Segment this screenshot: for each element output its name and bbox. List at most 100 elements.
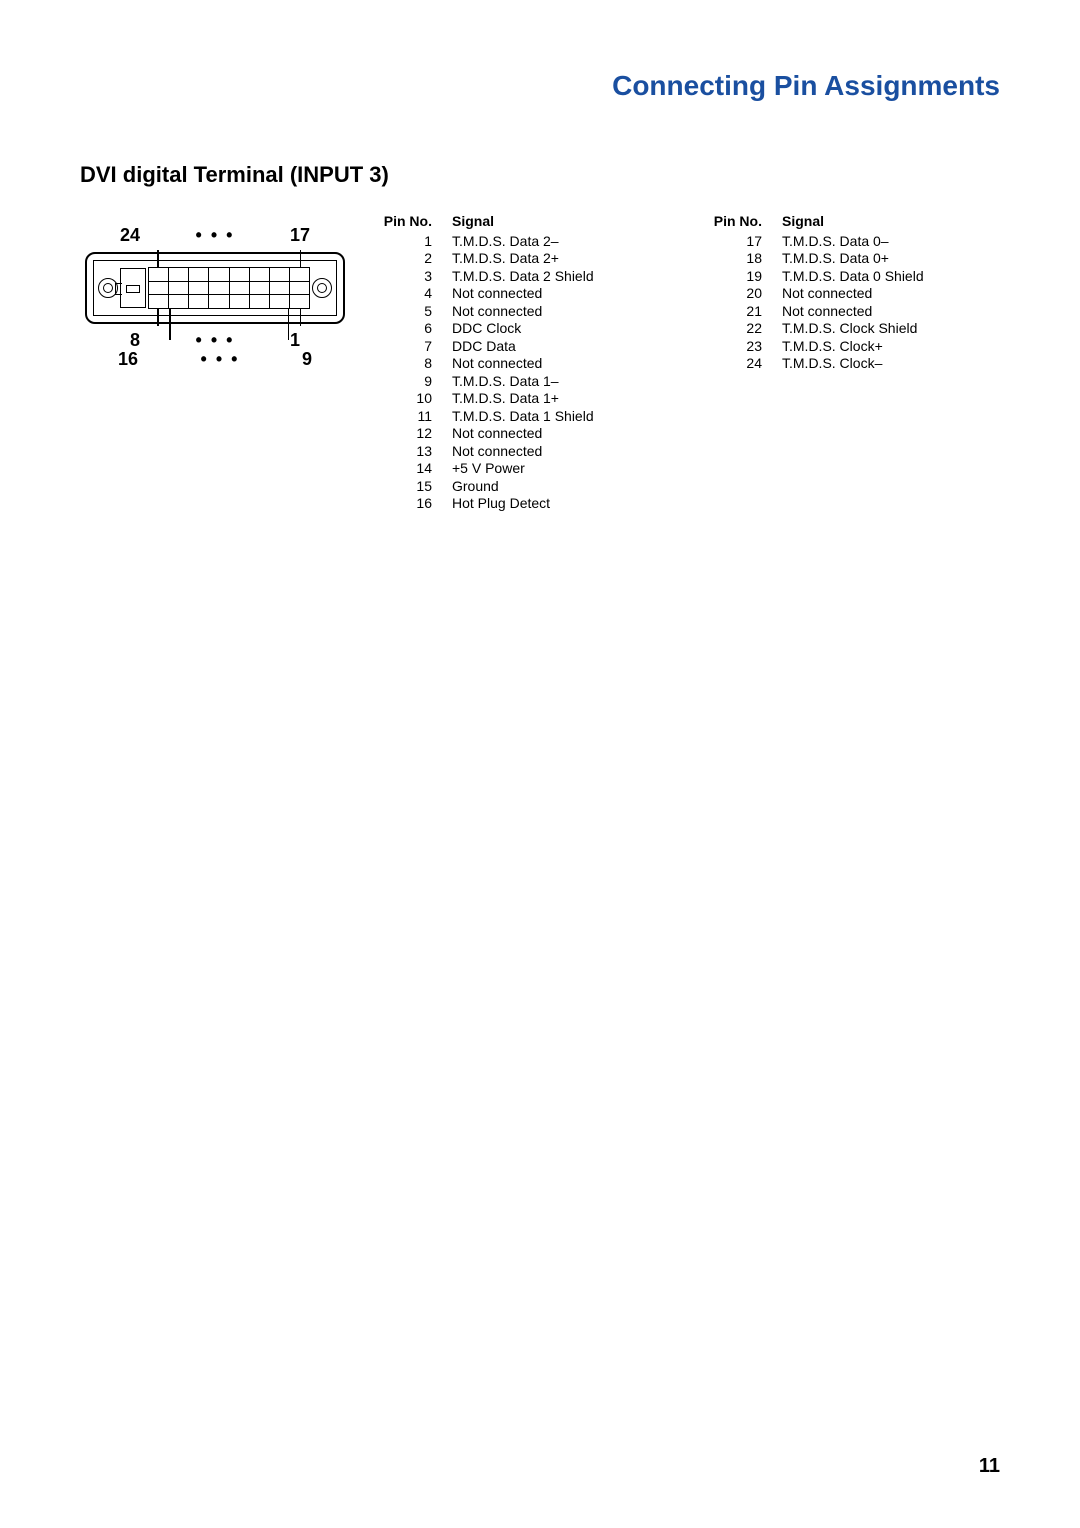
pin-label-24: 24 <box>120 225 140 246</box>
pin-cell <box>209 282 229 295</box>
cell-signal: Not connected <box>782 303 1010 321</box>
lead-line <box>157 308 159 326</box>
cell-signal: Not connected <box>782 285 1010 303</box>
cell-signal: T.M.D.S. Data 1– <box>452 373 680 391</box>
lead-line <box>288 308 290 340</box>
pin-grid <box>148 267 310 309</box>
table-row: 13Not connected <box>380 443 680 461</box>
pin-cell <box>270 295 290 308</box>
table-row: 15Ground <box>380 478 680 496</box>
cell-pin-no: 6 <box>380 320 452 338</box>
cell-signal: T.M.D.S. Data 0 Shield <box>782 268 1010 286</box>
cell-pin-no: 16 <box>380 495 452 513</box>
table-row: 9T.M.D.S. Data 1– <box>380 373 680 391</box>
cell-pin-no: 20 <box>710 285 782 303</box>
table-row: 19T.M.D.S. Data 0 Shield <box>710 268 1010 286</box>
table-row: 10T.M.D.S. Data 1+ <box>380 390 680 408</box>
page: Connecting Pin Assignments DVI digital T… <box>0 0 1080 1528</box>
cell-pin-no: 14 <box>380 460 452 478</box>
page-title: Connecting Pin Assignments <box>80 70 1000 102</box>
table-row: 23T.M.D.S. Clock+ <box>710 338 1010 356</box>
pin-label-1: 1 <box>290 330 300 351</box>
pin-label-17: 17 <box>290 225 310 246</box>
cell-pin-no: 12 <box>380 425 452 443</box>
pin-cell <box>149 295 169 308</box>
table-row: 3T.M.D.S. Data 2 Shield <box>380 268 680 286</box>
lead-line <box>300 250 302 268</box>
pin-label-16: 16 <box>118 349 138 370</box>
table-row: 7DDC Data <box>380 338 680 356</box>
lead-line <box>157 250 159 268</box>
pin-cell <box>169 295 189 308</box>
pin-cell <box>290 282 309 295</box>
cell-signal: T.M.D.S. Data 2 Shield <box>452 268 680 286</box>
table-row: 5Not connected <box>380 303 680 321</box>
table-row: 18T.M.D.S. Data 0+ <box>710 250 1010 268</box>
diagram-mid-labels: 8 • • • 1 <box>80 330 350 351</box>
pin-cell <box>209 295 229 308</box>
pin-cell <box>230 282 250 295</box>
pin-cell <box>230 268 250 281</box>
table-header: Pin No. Signal <box>710 213 1010 231</box>
dots-icon: • • • <box>196 330 235 351</box>
table-row: 1T.M.D.S. Data 2– <box>380 233 680 251</box>
cell-signal: +5 V Power <box>452 460 680 478</box>
cell-pin-no: 19 <box>710 268 782 286</box>
pin-table-2: Pin No. Signal 17T.M.D.S. Data 0–18T.M.D… <box>710 213 1010 373</box>
cell-signal: Not connected <box>452 355 680 373</box>
pin-cell <box>230 295 250 308</box>
pin-table-1: Pin No. Signal 1T.M.D.S. Data 2–2T.M.D.S… <box>380 213 680 513</box>
table-row: 22T.M.D.S. Clock Shield <box>710 320 1010 338</box>
pin-cell <box>290 268 309 281</box>
dvi-connector-diagram: 24 • • • 17 <box>80 213 350 370</box>
pin-row-top <box>149 268 309 281</box>
cell-signal: T.M.D.S. Clock Shield <box>782 320 1010 338</box>
pin-cell <box>189 268 209 281</box>
section-title: DVI digital Terminal (INPUT 3) <box>80 162 1000 188</box>
cell-signal: DDC Data <box>452 338 680 356</box>
cell-pin-no: 11 <box>380 408 452 426</box>
diagram-top-labels: 24 • • • 17 <box>80 225 350 246</box>
cell-signal: T.M.D.S. Clock– <box>782 355 1010 373</box>
cell-pin-no: 1 <box>380 233 452 251</box>
table-row: 11T.M.D.S. Data 1 Shield <box>380 408 680 426</box>
cell-pin-no: 22 <box>710 320 782 338</box>
dots-icon: • • • <box>196 225 235 246</box>
table-row: 6DDC Clock <box>380 320 680 338</box>
pin-cell <box>169 282 189 295</box>
cell-pin-no: 23 <box>710 338 782 356</box>
ground-blade-icon <box>120 268 146 308</box>
page-number: 11 <box>979 1455 1000 1478</box>
table-row: 8Not connected <box>380 355 680 373</box>
cell-signal: Not connected <box>452 425 680 443</box>
pin-cell <box>149 268 169 281</box>
dots-icon: • • • <box>201 349 240 370</box>
cell-signal: Not connected <box>452 303 680 321</box>
connector-inner-shell <box>93 260 337 316</box>
cell-signal: T.M.D.S. Data 2+ <box>452 250 680 268</box>
cell-signal: DDC Clock <box>452 320 680 338</box>
table-row: 16Hot Plug Detect <box>380 495 680 513</box>
header-signal: Signal <box>452 213 680 231</box>
cell-pin-no: 3 <box>380 268 452 286</box>
cell-pin-no: 13 <box>380 443 452 461</box>
pin-cell <box>169 268 189 281</box>
table-row: 21Not connected <box>710 303 1010 321</box>
pin-cell <box>250 268 270 281</box>
connector-outer-shell <box>85 252 345 324</box>
lead-line <box>300 308 302 326</box>
pin-label-9: 9 <box>302 349 312 370</box>
cell-signal: T.M.D.S. Data 1 Shield <box>452 408 680 426</box>
cell-signal: T.M.D.S. Data 0– <box>782 233 1010 251</box>
pin-cell <box>189 282 209 295</box>
cell-pin-no: 8 <box>380 355 452 373</box>
pin-cell <box>189 295 209 308</box>
pin-cell <box>270 282 290 295</box>
cell-signal: T.M.D.S. Data 1+ <box>452 390 680 408</box>
table-row: 24T.M.D.S. Clock– <box>710 355 1010 373</box>
pin-row-bot <box>149 294 309 308</box>
cell-pin-no: 10 <box>380 390 452 408</box>
cell-pin-no: 24 <box>710 355 782 373</box>
cell-pin-no: 4 <box>380 285 452 303</box>
header-pin-no: Pin No. <box>380 213 452 231</box>
